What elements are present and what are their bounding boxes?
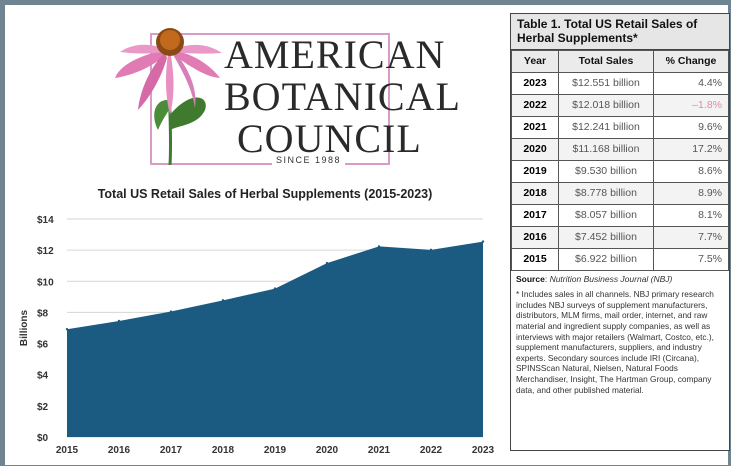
table-title: Table 1. Total US Retail Sales of Herbal… [511,14,729,50]
x-tick-label: 2017 [160,445,183,456]
table-row: 2019 $9.530 billion 8.6% [511,159,730,183]
table-row: 2020 $11.168 billion 17.2% [511,137,730,161]
table-header-row: Year Total Sales % Change [511,49,730,73]
cell-percent-change: 8.9% [652,181,730,205]
cell-total-sales: $12.241 billion [558,115,654,139]
data-point [429,248,433,252]
sales-table-panel: Table 1. Total US Retail Sales of Herbal… [510,13,730,451]
cell-year: 2018 [511,181,559,205]
table-row: 2022 $12.018 billion –1.8% [511,93,730,117]
sales-table: Year Total Sales % Change 2023 $12.551 bi… [511,49,730,271]
cell-year: 2021 [511,115,559,139]
cell-percent-change: 7.5% [652,247,730,271]
cell-year: 2020 [511,137,559,161]
logo-frame [150,33,390,165]
cell-percent-change: 9.6% [652,115,730,139]
data-point [117,319,121,323]
x-tick-label: 2022 [420,445,443,456]
table-row: 2021 $12.241 billion 9.6% [511,115,730,139]
x-tick-label: 2016 [108,445,131,456]
source-text: Nutrition Business Journal (NBJ) [549,273,673,284]
coneflower-icon [115,28,222,165]
chart-title: Total US Retail Sales of Herbal Suppleme… [97,187,433,201]
cell-total-sales: $11.168 billion [558,137,654,161]
cell-year: 2017 [511,203,559,227]
cell-year: 2022 [511,93,559,117]
data-point [65,328,69,331]
logo-word-american: AMERICAN [224,32,446,77]
table-footnote: * Includes sales in all channels. NBJ pr… [516,289,714,395]
cell-total-sales: $12.018 billion [558,93,654,117]
x-tick-label: 2023 [472,445,495,456]
y-tick-label: $4 [37,371,49,382]
data-point [377,245,381,248]
header-total-sales: Total Sales [558,49,654,73]
y-tick-label: $0 [37,433,49,444]
x-tick-label: 2021 [368,445,391,456]
x-tick-label: 2015 [56,445,79,456]
cell-year: 2023 [511,71,559,95]
header-year: Year [511,49,559,73]
y-tick-label: $2 [37,402,49,413]
table-row: 2023 $12.551 billion 4.4% [511,71,730,95]
cell-total-sales: $12.551 billion [558,71,654,95]
cell-total-sales: $8.778 billion [558,181,654,205]
x-tick-label: 2019 [264,445,287,456]
cell-total-sales: $8.057 billion [558,203,654,227]
cell-percent-change: 4.4% [652,71,730,95]
cell-total-sales: $7.452 billion [558,225,654,249]
x-tick-label: 2018 [212,445,235,456]
y-tick-label: $12 [37,246,54,257]
area-series [67,241,483,437]
logo-word-botanical: BOTANICAL [224,74,461,119]
cell-percent-change: 7.7% [652,225,730,249]
y-tick-label: $10 [37,277,54,288]
data-point [169,310,173,313]
y-axis-label: Billions [19,310,30,347]
logo-since: SINCE 1988 [272,155,346,165]
data-point [481,240,485,243]
cell-percent-change: –1.8% [652,93,730,117]
cell-percent-change: 8.6% [652,159,730,183]
table-row: 2016 $7.452 billion 7.7% [511,225,730,249]
cell-total-sales: $9.530 billion [558,159,654,183]
y-tick-label: $6 [37,340,49,351]
area-chart: $0 $2 $4 $6 $8 $10 $12 $14 2015 2016 2017 2018 2019 2… [19,215,495,456]
header-percent-change: % Change [652,49,730,73]
cell-percent-change: 8.1% [652,203,730,227]
data-point [273,287,277,290]
cell-year: 2015 [511,247,559,271]
cell-year: 2016 [511,225,559,249]
y-tick-label: $14 [37,215,54,226]
slide: AMERICAN BOTANICAL COUNCIL SINCE 1988 To… [5,5,730,465]
cell-year: 2019 [511,159,559,183]
cell-total-sales: $6.922 billion [558,247,654,271]
cell-percent-change: 17.2% [652,137,730,161]
source-label: Source [516,273,545,284]
table-row: 2015 $6.922 billion 7.5% [511,247,730,271]
logo-word-council: COUNCIL [237,116,422,161]
abc-logo: AMERICAN BOTANICAL COUNCIL SINCE 1988 [5,5,510,175]
y-tick-label: $8 [37,308,49,319]
data-point [325,261,329,265]
x-tick-label: 2020 [316,445,339,456]
table-row: 2018 $8.778 billion 8.9% [511,181,730,205]
table-source: Source: Nutrition Business Journal (NBJ) [516,273,673,284]
data-point [221,299,225,302]
table-row: 2017 $8.057 billion 8.1% [511,203,730,227]
